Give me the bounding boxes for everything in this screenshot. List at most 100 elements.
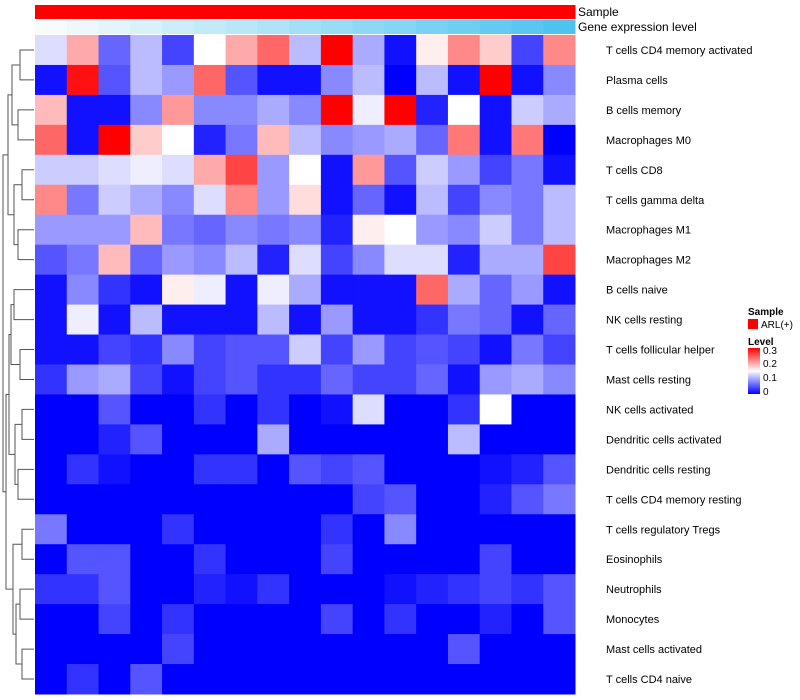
heatmap-cell bbox=[289, 35, 322, 66]
heatmap-cell bbox=[352, 184, 385, 216]
heatmap-cell bbox=[289, 154, 322, 186]
heatmap-cell bbox=[511, 244, 544, 276]
heatmap-cell bbox=[289, 634, 322, 665]
heatmap-cell bbox=[352, 64, 385, 96]
heatmap-cell bbox=[35, 184, 68, 216]
sample-track-cell bbox=[289, 5, 322, 19]
heatmap-cell bbox=[320, 664, 354, 695]
heatmap-cell bbox=[130, 634, 163, 665]
expression-track-cell bbox=[130, 20, 163, 34]
heatmap-cell bbox=[66, 604, 100, 635]
heatmap-cell bbox=[320, 364, 354, 395]
heatmap-cell bbox=[193, 514, 227, 545]
sample-track-cell bbox=[447, 5, 481, 19]
expression-track-cell bbox=[320, 20, 354, 34]
heatmap-cell bbox=[416, 544, 449, 575]
heatmap-cell bbox=[447, 304, 481, 336]
heatmap-cell bbox=[66, 94, 100, 126]
track-label-expression: Gene expression level bbox=[578, 20, 697, 34]
heatmap-cell bbox=[479, 244, 512, 276]
heatmap-cell bbox=[66, 394, 100, 425]
heatmap-cell bbox=[193, 574, 227, 605]
heatmap-cell bbox=[384, 124, 417, 156]
heatmap-cell bbox=[320, 574, 354, 605]
sample-track-cell bbox=[162, 5, 195, 19]
heatmap-cell bbox=[193, 484, 227, 515]
heatmap-cell bbox=[130, 544, 163, 575]
heatmap-cell bbox=[225, 184, 258, 216]
heatmap-cell bbox=[225, 484, 258, 515]
heatmap-cell bbox=[479, 184, 512, 216]
heatmap-cell bbox=[98, 124, 131, 156]
heatmap-cell bbox=[447, 484, 481, 515]
heatmap-cell bbox=[257, 394, 290, 425]
heatmap-cell bbox=[416, 154, 449, 186]
heatmap-cell bbox=[289, 184, 322, 216]
expression-track-cell bbox=[416, 20, 449, 34]
row-label: T cells CD4 memory resting bbox=[606, 494, 742, 506]
heatmap-cell bbox=[416, 484, 449, 515]
legend-level-tick: 0.2 bbox=[763, 359, 777, 370]
heatmap-cell bbox=[35, 274, 68, 306]
heatmap-cell bbox=[289, 454, 322, 485]
heatmap-cell bbox=[543, 64, 576, 96]
heatmap-cell bbox=[447, 364, 481, 395]
heatmap-cell bbox=[511, 274, 544, 306]
heatmap-cell bbox=[193, 394, 227, 425]
heatmap-cell bbox=[130, 64, 163, 96]
row-label: T cells gamma delta bbox=[606, 195, 705, 207]
heatmap-cell bbox=[479, 664, 512, 695]
heatmap-cell bbox=[257, 364, 290, 395]
heatmap-cell bbox=[98, 394, 131, 425]
heatmap-cell bbox=[352, 124, 385, 156]
legend-level-colorbar bbox=[748, 348, 760, 394]
heatmap-cell bbox=[352, 334, 385, 365]
heatmap-cell bbox=[162, 394, 195, 425]
heatmap-cell bbox=[257, 214, 290, 246]
expression-track-cell bbox=[289, 20, 322, 34]
expression-track-cell bbox=[511, 20, 544, 34]
heatmap-cell bbox=[35, 424, 68, 455]
heatmap-cell bbox=[447, 184, 481, 216]
heatmap-cell bbox=[384, 184, 417, 216]
heatmap-cell bbox=[257, 574, 290, 605]
heatmap-cell bbox=[225, 454, 258, 485]
heatmap-cell bbox=[511, 364, 544, 395]
heatmap-cell bbox=[416, 604, 449, 635]
heatmap-cell bbox=[479, 484, 512, 515]
row-label: Eosinophils bbox=[606, 554, 663, 566]
heatmap-cell bbox=[543, 154, 576, 186]
row-label: B cells memory bbox=[606, 105, 682, 117]
heatmap-cell bbox=[66, 154, 100, 186]
sample-track-cell bbox=[384, 5, 417, 19]
heatmap-cell bbox=[416, 334, 449, 365]
heatmap-cell bbox=[225, 64, 258, 96]
heatmap-cell bbox=[257, 35, 290, 66]
heatmap-cell bbox=[257, 274, 290, 306]
heatmap-cell bbox=[416, 35, 449, 66]
heatmap-cell bbox=[66, 274, 100, 306]
sample-track-cell bbox=[257, 5, 290, 19]
heatmap-cell bbox=[98, 184, 131, 216]
heatmap-cell bbox=[66, 334, 100, 365]
heatmap-cell bbox=[35, 214, 68, 246]
row-label: Mast cells resting bbox=[606, 374, 691, 386]
heatmap-cell bbox=[66, 124, 100, 156]
heatmap-cell bbox=[352, 544, 385, 575]
heatmap-cell bbox=[193, 664, 227, 695]
heatmap-cell bbox=[479, 514, 512, 545]
heatmap-cell bbox=[416, 424, 449, 455]
heatmap-cell bbox=[447, 64, 481, 96]
heatmap-cell bbox=[416, 304, 449, 336]
heatmap-cell bbox=[66, 544, 100, 575]
heatmap-cell bbox=[98, 94, 131, 126]
heatmap-cell bbox=[543, 214, 576, 246]
heatmap-cell bbox=[257, 514, 290, 545]
heatmap-cell bbox=[289, 604, 322, 635]
heatmap-cell bbox=[130, 35, 163, 66]
heatmap-cell bbox=[35, 304, 68, 336]
heatmap-cell bbox=[289, 244, 322, 276]
heatmap-cell bbox=[447, 154, 481, 186]
heatmap-cell bbox=[130, 244, 163, 276]
heatmap-cell bbox=[35, 364, 68, 395]
